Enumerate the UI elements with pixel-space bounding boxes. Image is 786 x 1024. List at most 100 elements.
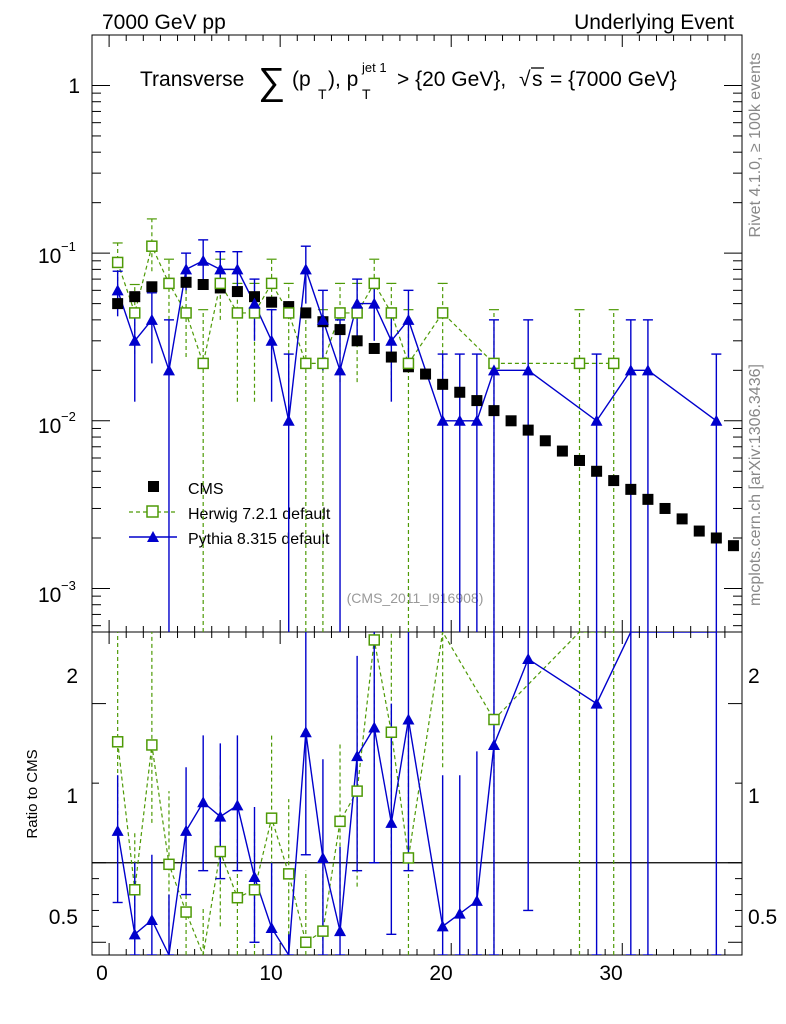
herwig-ratio-point bbox=[214, 845, 227, 858]
ratio-ytick-0.5-right: 0.5 bbox=[748, 906, 777, 929]
pythia-data-point bbox=[162, 364, 175, 376]
cms-data-point bbox=[471, 395, 483, 407]
cms-data-point bbox=[505, 415, 517, 427]
cms-data-point bbox=[522, 424, 534, 436]
cms-data-point bbox=[591, 465, 603, 477]
pythia-data-point bbox=[265, 334, 278, 346]
title-cond: > {20 GeV}, bbox=[397, 68, 506, 91]
main-plot-area bbox=[111, 218, 739, 632]
herwig-ratio-line bbox=[117, 632, 614, 955]
herwig-data-point bbox=[573, 357, 586, 370]
xtick-label-30: 30 bbox=[599, 962, 622, 985]
pythia-data-point bbox=[710, 414, 723, 426]
pythia-ratio-point bbox=[351, 750, 364, 762]
herwig-data-point bbox=[231, 307, 244, 319]
herwig-data-point bbox=[129, 307, 141, 319]
pythia-data-point bbox=[402, 313, 415, 325]
herwig-data-point bbox=[385, 307, 398, 319]
herwig-data-point bbox=[368, 277, 380, 290]
cms-data-point bbox=[368, 342, 380, 354]
herwig-data-point bbox=[436, 307, 449, 319]
cms-data-point bbox=[231, 286, 243, 298]
cms-data-point bbox=[420, 368, 432, 380]
herwig-data-point bbox=[146, 240, 158, 252]
herwig-ratio-point bbox=[300, 936, 312, 949]
header-right: Underlying Event bbox=[574, 11, 734, 34]
pythia-data-point bbox=[590, 414, 603, 426]
cms-data-point bbox=[146, 281, 158, 293]
herwig-data-point bbox=[180, 307, 192, 319]
legend-herwig-marker bbox=[146, 505, 159, 518]
pythia-ratio-point bbox=[334, 925, 347, 937]
herwig-ratio-point bbox=[351, 785, 363, 797]
cms-data-point bbox=[300, 307, 312, 319]
analysis-watermark: (CMS_2011_I916908) bbox=[347, 590, 484, 606]
title-close: ), p bbox=[328, 68, 358, 91]
pythia-data-point bbox=[522, 364, 535, 376]
herwig-main-line bbox=[117, 244, 614, 366]
herwig-ratio-point bbox=[334, 815, 346, 828]
pythia-ratio-point bbox=[265, 921, 278, 933]
ratio-ytick-2-left: 2 bbox=[66, 665, 78, 688]
plot-title: Transverse ∑ (p T ), p jet 1 T > {20 GeV… bbox=[140, 60, 677, 103]
pythia-data-point bbox=[214, 263, 227, 275]
pythia-ratio-point bbox=[402, 713, 415, 725]
herwig-ratio-point bbox=[488, 713, 500, 726]
legend: CMS Herwig 7.2.1 default Pythia 8.315 de… bbox=[129, 481, 331, 548]
cms-data-point bbox=[625, 483, 637, 495]
pythia-ratio-point bbox=[214, 810, 227, 822]
herwig-data-point bbox=[607, 357, 620, 370]
plot-layer bbox=[92, 34, 742, 955]
herwig-data-point bbox=[334, 307, 346, 319]
ratio-ytick-0.5-left: 0.5 bbox=[49, 906, 78, 929]
herwig-ratio-point bbox=[163, 858, 175, 871]
title-prefix: Transverse bbox=[140, 68, 244, 91]
herwig-ratio-point bbox=[282, 868, 295, 880]
ytick-label-0.001-base: 10 bbox=[38, 584, 61, 607]
pythia-data-point bbox=[231, 263, 244, 275]
herwig-data-point bbox=[402, 357, 415, 370]
pythia-data-point bbox=[368, 297, 381, 309]
cms-data-point bbox=[676, 513, 688, 525]
pythia-ratio-point bbox=[128, 928, 141, 940]
herwig-data-point bbox=[300, 357, 312, 370]
pythia-data-point bbox=[470, 414, 483, 426]
pythia-ratio-point bbox=[180, 824, 193, 836]
cms-data-point bbox=[283, 301, 295, 313]
pythia-data-point bbox=[299, 263, 312, 275]
herwig-ratio-point bbox=[402, 852, 415, 864]
xtick-label-10: 10 bbox=[259, 962, 282, 985]
herwig-data-point bbox=[317, 357, 329, 370]
title-sub2: T bbox=[362, 86, 371, 102]
rivet-label: Rivet 4.1.0, ≥ 100k events bbox=[747, 53, 764, 238]
xtick-label-20: 20 bbox=[429, 962, 452, 985]
cms-data-point bbox=[693, 525, 705, 537]
pythia-ratio-point bbox=[197, 796, 210, 808]
pythia-ratio-point bbox=[385, 816, 398, 828]
pythia-ratio-point bbox=[316, 851, 329, 863]
title-s: s bbox=[532, 68, 543, 91]
pythia-data-point bbox=[180, 263, 193, 275]
herwig-data-point bbox=[163, 277, 175, 290]
legend-pythia-marker bbox=[147, 531, 159, 542]
pythia-ratio-point bbox=[368, 721, 381, 733]
cms-data-point bbox=[727, 540, 739, 552]
pythia-ratio-point bbox=[145, 913, 158, 925]
pythia-data-point bbox=[385, 334, 398, 346]
pythia-ratio-point bbox=[590, 697, 603, 709]
herwig-data-point bbox=[282, 307, 295, 319]
pythia-ratio-point bbox=[453, 907, 466, 919]
main-y-tick-labels: 1 10 −1 10 −2 10 −3 bbox=[38, 75, 80, 607]
pythia-data-point bbox=[641, 364, 654, 376]
herwig-data-point bbox=[248, 307, 261, 319]
cms-data-point bbox=[608, 475, 620, 487]
legend-pythia-label: Pythia 8.315 default bbox=[188, 531, 330, 548]
ratio-ytick-1-left: 1 bbox=[66, 785, 78, 808]
cms-data-point bbox=[488, 405, 500, 417]
herwig-ratio-point bbox=[265, 812, 278, 824]
title-sqrt: √ bbox=[519, 68, 531, 91]
herwig-ratio-point bbox=[231, 891, 244, 904]
herwig-data-point bbox=[351, 307, 363, 319]
ytick-label-0.01-base: 10 bbox=[38, 415, 61, 438]
